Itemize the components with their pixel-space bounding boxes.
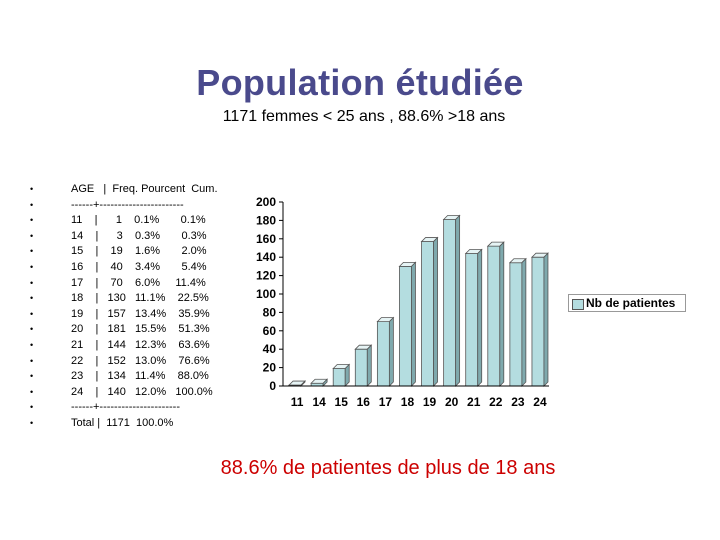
x-tick-label: 23 [511, 395, 525, 409]
y-axis: 0 20 40 60 80 100 120 140 160 180 200 [256, 195, 284, 393]
bar [508, 257, 527, 387]
table-line-text: 20 | 181 15.5% 51.3% [71, 323, 210, 336]
y-tick-label: 120 [256, 269, 276, 283]
bar [376, 316, 395, 387]
bullet-icon: • [30, 339, 34, 350]
y-tick-label: 140 [256, 250, 276, 264]
bullet-icon: • [30, 386, 34, 397]
bar-side [521, 257, 527, 387]
bar-side [499, 241, 505, 387]
table-line-text: 23 | 134 11.4% 88.0% [71, 370, 209, 383]
bar-side [411, 261, 416, 387]
bullet-icon: • [30, 261, 34, 272]
bar-front [465, 253, 479, 387]
bar-front [399, 265, 412, 387]
bullet-icon: • [30, 355, 34, 366]
bar-side [388, 316, 394, 387]
bar [420, 236, 439, 387]
bar-front [376, 321, 390, 387]
bar-front [332, 368, 346, 387]
bar-side [344, 363, 350, 387]
table-line-text: 19 | 157 13.4% 35.9% [71, 307, 210, 320]
x-tick-label: 18 [401, 395, 415, 409]
y-tick-label: 100 [256, 287, 276, 301]
x-tick-label: 17 [379, 395, 393, 409]
x-tick-label: 21 [467, 395, 481, 409]
y-tick-label: 40 [263, 342, 277, 356]
table-line-text: AGE | Freq. Pourcent Cum. [71, 183, 218, 195]
bullet-icon: • [30, 293, 34, 304]
y-tick-label: 160 [256, 232, 276, 246]
bar-side [543, 252, 549, 387]
bar-front [531, 256, 545, 387]
bullet-icon: • [30, 417, 34, 428]
bullet-icon: • [30, 371, 34, 382]
bullet-icon: • [30, 324, 34, 335]
x-tick-label: 16 [357, 395, 371, 409]
bullet-icon: • [30, 215, 34, 226]
y-tick-label: 0 [269, 379, 276, 393]
bullet-icon: • [30, 308, 34, 319]
bullet-icon: • [30, 230, 34, 241]
conclusion-text: 88.6% de patientes de plus de 18 ans [220, 457, 556, 479]
table-line-text: 16 | 40 3.4% 5.4% [71, 260, 207, 273]
y-tick-label: 200 [256, 195, 276, 209]
slide-title: Population étudiée [196, 62, 524, 103]
y-tick-label: 80 [263, 305, 277, 319]
bar [288, 380, 307, 387]
bullet-icon: • [30, 199, 34, 210]
x-tick-label: 15 [335, 395, 349, 409]
bullet-icon: • [30, 184, 34, 194]
table-line-text: 14 | 3 0.3% 0.3% [71, 229, 207, 242]
bar [442, 214, 461, 387]
x-tick-label: 22 [489, 395, 503, 409]
bar-front [443, 219, 457, 387]
table-line-text: 24 | 140 12.0% 100.0% [71, 385, 213, 398]
bar [486, 241, 505, 387]
table-line-text: ------+---------------------- [71, 401, 180, 414]
bar [332, 363, 351, 387]
bullet-icon: • [30, 402, 34, 413]
table-line-text: 18 | 130 11.1% 22.5% [71, 292, 209, 305]
bar-side [433, 236, 438, 387]
table-line-text: 17 | 70 6.0% 11.4% [71, 276, 206, 289]
table-line-text: 15 | 19 1.6% 2.0% [71, 245, 207, 258]
bar-side [322, 378, 328, 387]
bar [398, 261, 417, 387]
bullet-icon: • [30, 277, 34, 288]
bullet-icon: • [30, 246, 34, 257]
legend-swatch [572, 299, 584, 310]
y-tick-label: 180 [256, 213, 276, 227]
bar-side [455, 214, 461, 387]
x-axis: 11 14 15 16 17 18 19 20 21 22 23 24 [283, 385, 549, 409]
chart-legend: Nb de patientes [568, 294, 686, 312]
table-line-text: 11 | 1 0.1% 0.1% [71, 214, 206, 227]
y-tick-label: 20 [263, 361, 277, 375]
x-tick-label: 11 [291, 395, 304, 409]
bar-front [421, 241, 434, 387]
table-line-text: 22 | 152 13.0% 76.6% [71, 354, 210, 367]
bar-side [477, 248, 483, 387]
bars [288, 214, 549, 387]
x-tick-label: 14 [312, 395, 326, 409]
bar-front [487, 245, 501, 387]
bar-front [509, 262, 523, 387]
legend-label: Nb de patientes [586, 296, 676, 310]
slide-subtitle: 1171 femmes < 25 ans , 88.6% >18 ans [222, 108, 506, 125]
bar-side [366, 344, 372, 387]
x-tick-label: 20 [445, 395, 459, 409]
bar [464, 248, 483, 387]
x-tick-label: 24 [533, 395, 547, 409]
y-tick-label: 60 [263, 324, 277, 338]
bar [310, 378, 329, 387]
bar-front [354, 348, 368, 387]
x-tick-label: 19 [423, 395, 437, 409]
table-line-text: Total | 1171 100.0% [71, 416, 174, 429]
table-line-text: ------+----------------------- [71, 198, 184, 211]
table-line-text: 21 | 144 12.3% 63.6% [71, 338, 210, 351]
bar [354, 344, 373, 387]
bar [530, 252, 549, 387]
